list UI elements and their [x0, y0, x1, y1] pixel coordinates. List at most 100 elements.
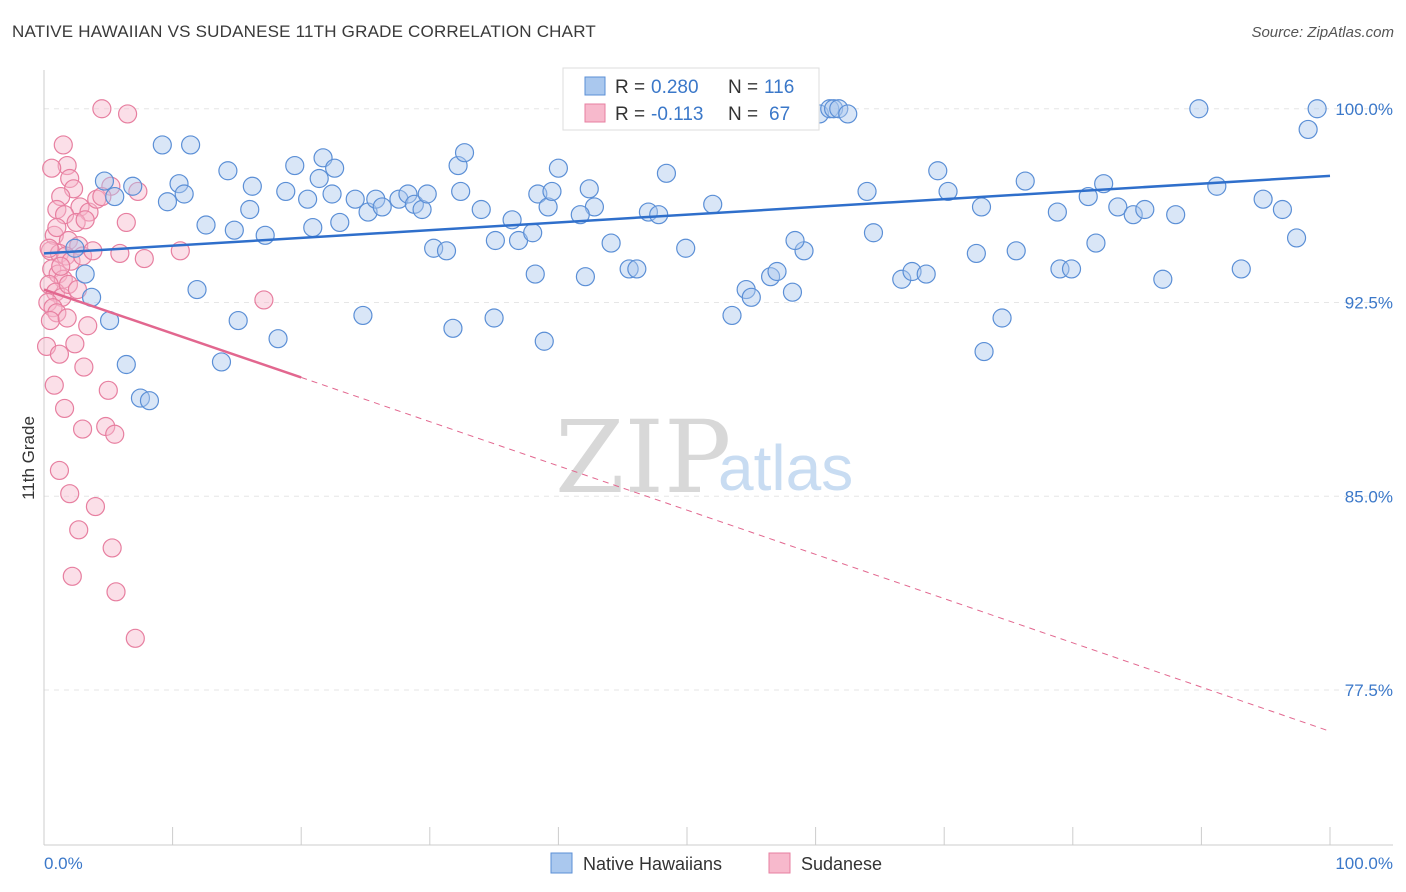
- sudanese-point-65: [42, 158, 62, 178]
- native-hawaiian-point-45: [538, 197, 558, 217]
- native-hawaiian-point-8: [196, 215, 216, 235]
- sudanese-point-1: [117, 104, 138, 124]
- chart-title: NATIVE HAWAIIAN VS SUDANESE 11TH GRADE C…: [12, 22, 596, 41]
- x-axis-ticks: [43, 827, 1331, 845]
- native-hawaiian-point-67: [767, 261, 787, 282]
- legend-n-value-1: 116: [764, 77, 794, 98]
- native-hawaiian-point-88: [1015, 171, 1035, 191]
- y-tick-label-3: 77.5%: [1345, 681, 1393, 700]
- native-hawaiian-point-102: [1231, 259, 1251, 279]
- native-hawaiian-point-81: [928, 161, 948, 181]
- legend-r-value-2: -0.113: [651, 104, 703, 125]
- y-tick-label-2: 85.0%: [1345, 487, 1393, 506]
- y-axis-label: 11th Grade: [19, 416, 38, 500]
- native-hawaiian-point-117: [268, 329, 288, 349]
- sudanese-point-47: [116, 212, 136, 233]
- bottom-legend-label-sudanese: Sudanese: [801, 854, 882, 874]
- native-hawaiian-point-87: [1006, 241, 1026, 261]
- native-hawaiian-point-107: [1307, 99, 1327, 119]
- native-hawaiian-point-99: [1166, 205, 1186, 225]
- native-hawaiian-point-22: [309, 168, 329, 189]
- native-hawaiian-point-118: [353, 305, 373, 326]
- native-hawaiian-point-121: [534, 331, 554, 351]
- native-hawaiian-point-73: [824, 99, 844, 119]
- legend-swatch-sudanese: [584, 103, 606, 123]
- legend-r-value-1: 0.280: [651, 77, 699, 98]
- sudanese-point-41: [44, 375, 64, 395]
- native-hawaiian-point-106: [1298, 119, 1318, 140]
- bottom-legend-swatch-native-hawaiians: [550, 852, 573, 874]
- native-hawaiian-point-56: [649, 205, 669, 225]
- watermark-zip: ZIP: [555, 399, 731, 516]
- native-hawaiian-point-0: [94, 171, 115, 191]
- native-hawaiian-point-83: [966, 243, 986, 264]
- sudanese-point-46: [49, 460, 70, 481]
- native-hawaiian-point-7: [174, 184, 194, 204]
- native-hawaiian-point-70: [785, 230, 805, 251]
- trend-line-sudanese: [43, 288, 302, 379]
- native-hawaiian-point-80: [916, 264, 936, 284]
- native-hawaiian-point-74: [829, 99, 849, 119]
- legend-frame: [562, 67, 820, 131]
- native-hawaiian-point-75: [838, 104, 858, 124]
- native-hawaiian-point-47: [548, 158, 569, 178]
- native-hawaiian-point-76: [857, 181, 877, 202]
- native-hawaiian-point-93: [1086, 233, 1106, 253]
- native-hawaiian-point-27: [372, 197, 392, 217]
- native-hawaiian-point-32: [417, 184, 437, 204]
- native-hawaiian-point-116: [228, 310, 248, 331]
- sudanese-point-39: [74, 357, 94, 377]
- native-hawaiian-point-6: [169, 174, 189, 194]
- native-hawaiian-point-23: [330, 212, 350, 233]
- source-label: Source: ZipAtlas.com: [1251, 24, 1394, 41]
- axes: [43, 70, 1393, 846]
- native-hawaiian-point-100: [1189, 99, 1209, 119]
- y-tick-label-1: 92.5%: [1345, 294, 1393, 313]
- native-hawaiian-point-54: [627, 259, 647, 279]
- native-hawaiian-point-97: [1135, 199, 1155, 220]
- native-hawaiian-point-26: [366, 189, 386, 209]
- native-hawaiian-point-62: [703, 194, 723, 214]
- sudanese-point-63: [106, 582, 126, 602]
- sudanese-point-64: [125, 628, 145, 648]
- native-hawaiian-point-104: [1272, 199, 1293, 220]
- native-hawaiian-point-91: [1061, 259, 1082, 279]
- x-tick-label-min: 0.0%: [44, 854, 83, 873]
- native-hawaiian-point-82: [938, 181, 958, 202]
- legend-swatch-native-hawaiians: [584, 76, 606, 96]
- trend-line-sudanese-extrapolated: [301, 376, 1331, 732]
- native-hawaiian-point-112: [116, 354, 136, 375]
- native-hawaiian-point-3: [152, 135, 172, 155]
- native-hawaiian-point-17: [298, 189, 318, 209]
- sudanese-point-35: [78, 316, 98, 336]
- native-hawaiian-point-119: [443, 318, 463, 338]
- native-hawaiian-point-37: [451, 181, 471, 202]
- native-hawaiian-point-114: [139, 391, 160, 411]
- native-hawaiian-point-101: [1207, 176, 1227, 196]
- native-hawaiian-point-53: [619, 259, 639, 279]
- sudanese-point-59: [85, 496, 106, 517]
- sudanese-point-33: [40, 310, 61, 331]
- native-hawaiian-point-108: [65, 238, 85, 258]
- sudanese-point-61: [102, 538, 122, 558]
- native-hawaiian-point-90: [1050, 259, 1070, 279]
- bottom-legend-swatch-sudanese: [768, 852, 791, 874]
- legend-r-label-1: R =: [615, 77, 645, 98]
- native-hawaiian-point-57: [656, 163, 677, 183]
- sudanese-point-40: [98, 380, 118, 400]
- native-hawaiian-point-16: [285, 155, 305, 176]
- legend-n-label-1: N =: [728, 77, 758, 98]
- native-hawaiian-point-28: [389, 189, 409, 209]
- sudanese-point-12: [128, 181, 148, 202]
- native-hawaiian-point-46: [542, 181, 562, 202]
- native-hawaiian-point-92: [1078, 186, 1098, 207]
- native-hawaiian-point-34: [436, 241, 457, 261]
- sudanese-point-43: [72, 419, 93, 439]
- sudanese-point-52: [58, 274, 79, 295]
- native-hawaiian-point-20: [322, 184, 342, 204]
- sudanese-point-56: [39, 238, 59, 258]
- sudanese-point-62: [62, 566, 82, 586]
- legend-r-label-2: R =: [615, 104, 645, 125]
- native-hawaiian-point-65: [741, 287, 761, 307]
